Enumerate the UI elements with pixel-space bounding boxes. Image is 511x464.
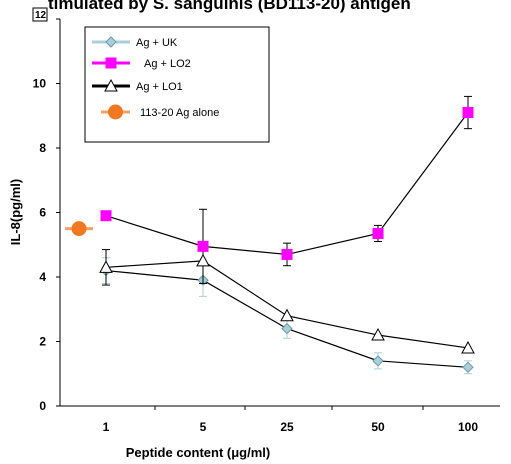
x-tick-labels: 1 5 25 50 100 [103, 420, 479, 434]
legend-swatch-marker [108, 104, 123, 120]
series-113-20-ag-alone [65, 221, 93, 237]
data-point [71, 221, 87, 237]
legend: Ag + UK Ag + LO2 Ag + LO1 113-20 Ag alone [84, 26, 270, 143]
y-tick-label: 4 [39, 270, 46, 284]
data-point [461, 340, 475, 354]
data-point [197, 240, 209, 252]
series-ag-lo2 [100, 95, 474, 284]
legend-swatch-marker [105, 36, 117, 48]
data-point [100, 210, 112, 222]
data-point [462, 107, 474, 119]
legend-swatch-marker [104, 78, 118, 92]
x-tick-label: 1 [103, 420, 110, 434]
data-point [372, 227, 384, 239]
y-tick-label: 0 [39, 399, 46, 413]
y-max-tick-box [32, 7, 48, 22]
data-point [372, 355, 384, 367]
legend-label: Ag + UK [136, 37, 178, 49]
y-tick-label: 6 [39, 206, 46, 220]
data-point [196, 253, 210, 267]
x-tick-label: 25 [280, 420, 294, 434]
data-point [99, 260, 113, 273]
data-point [371, 328, 385, 341]
legend-swatch-marker [105, 57, 117, 69]
axes [32, 7, 500, 410]
y-tick-labels: 0 2 4 6 8 10 [33, 77, 47, 414]
legend-label: Ag + LO1 [136, 81, 183, 93]
legend-label: Ag + LO2 [144, 58, 191, 70]
x-axis-label: Peptide content (μg/ml) [126, 445, 270, 460]
y-axis-label: IL-8(pg/ml) [8, 179, 23, 245]
chart-title: timulated by S. sanguinis (BD113-20) ant… [48, 0, 411, 13]
data-point [462, 361, 474, 374]
x-tick-label: 50 [371, 420, 385, 434]
data-point [281, 322, 293, 335]
series-ag-lo1 [99, 249, 475, 354]
data-point [280, 308, 294, 322]
x-tick-label: 100 [458, 420, 478, 434]
data-point [281, 248, 293, 260]
x-tick-label: 5 [200, 420, 207, 434]
y-tick-label: 10 [33, 77, 47, 91]
y-tick-label: 2 [39, 335, 46, 349]
legend-label: 113-20 Ag alone [140, 107, 219, 119]
y-tick-label: 8 [39, 141, 46, 155]
y-max-tick-label: 12 [35, 10, 47, 21]
series-layer [65, 95, 475, 375]
